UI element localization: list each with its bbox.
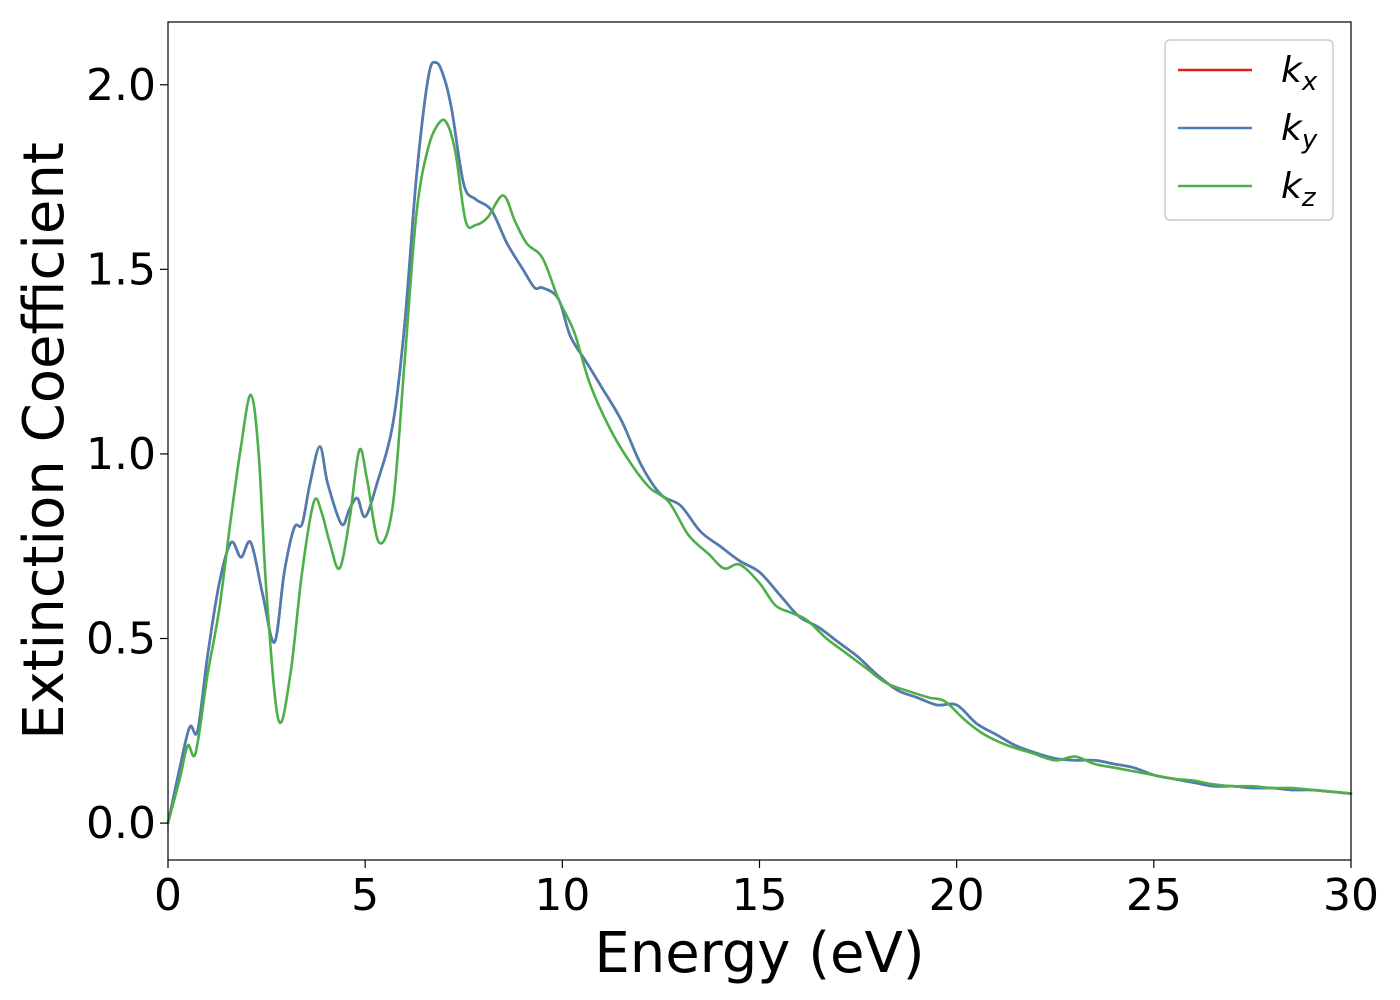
series-line-z (166, 118, 1353, 825)
x-tick-label: 20 (929, 870, 985, 921)
x-tick-label: 10 (534, 870, 590, 921)
plot-area (166, 21, 1353, 861)
y-tick-label: 0.0 (86, 798, 156, 849)
y-axis: 0.0 0.5 1.0 1.5 2.0 (86, 60, 168, 849)
x-axis-title: Energy (eV) (594, 921, 924, 986)
y-tick-label: 0.5 (86, 614, 156, 665)
x-tick-label: 30 (1323, 870, 1379, 921)
x-tick-label: 0 (154, 870, 182, 921)
legend-label-y: ky (1281, 108, 1318, 155)
y-tick-label: 2.0 (86, 60, 156, 111)
legend-label-z: kz (1281, 166, 1317, 213)
x-tick-label: 25 (1126, 870, 1182, 921)
y-tick-label: 1.0 (86, 429, 156, 480)
x-tick-label: 15 (732, 870, 788, 921)
x-axis: 0 5 10 15 20 25 30 (154, 860, 1379, 921)
legend-label-x: kx (1281, 50, 1318, 97)
y-axis-title: Extinction Coefficient (12, 142, 77, 740)
series-layer (166, 60, 1353, 825)
legend: kx ky kz (1164, 39, 1334, 221)
y-tick-label: 1.5 (86, 244, 156, 295)
x-tick-label: 5 (351, 870, 379, 921)
legend-box (1164, 39, 1334, 221)
